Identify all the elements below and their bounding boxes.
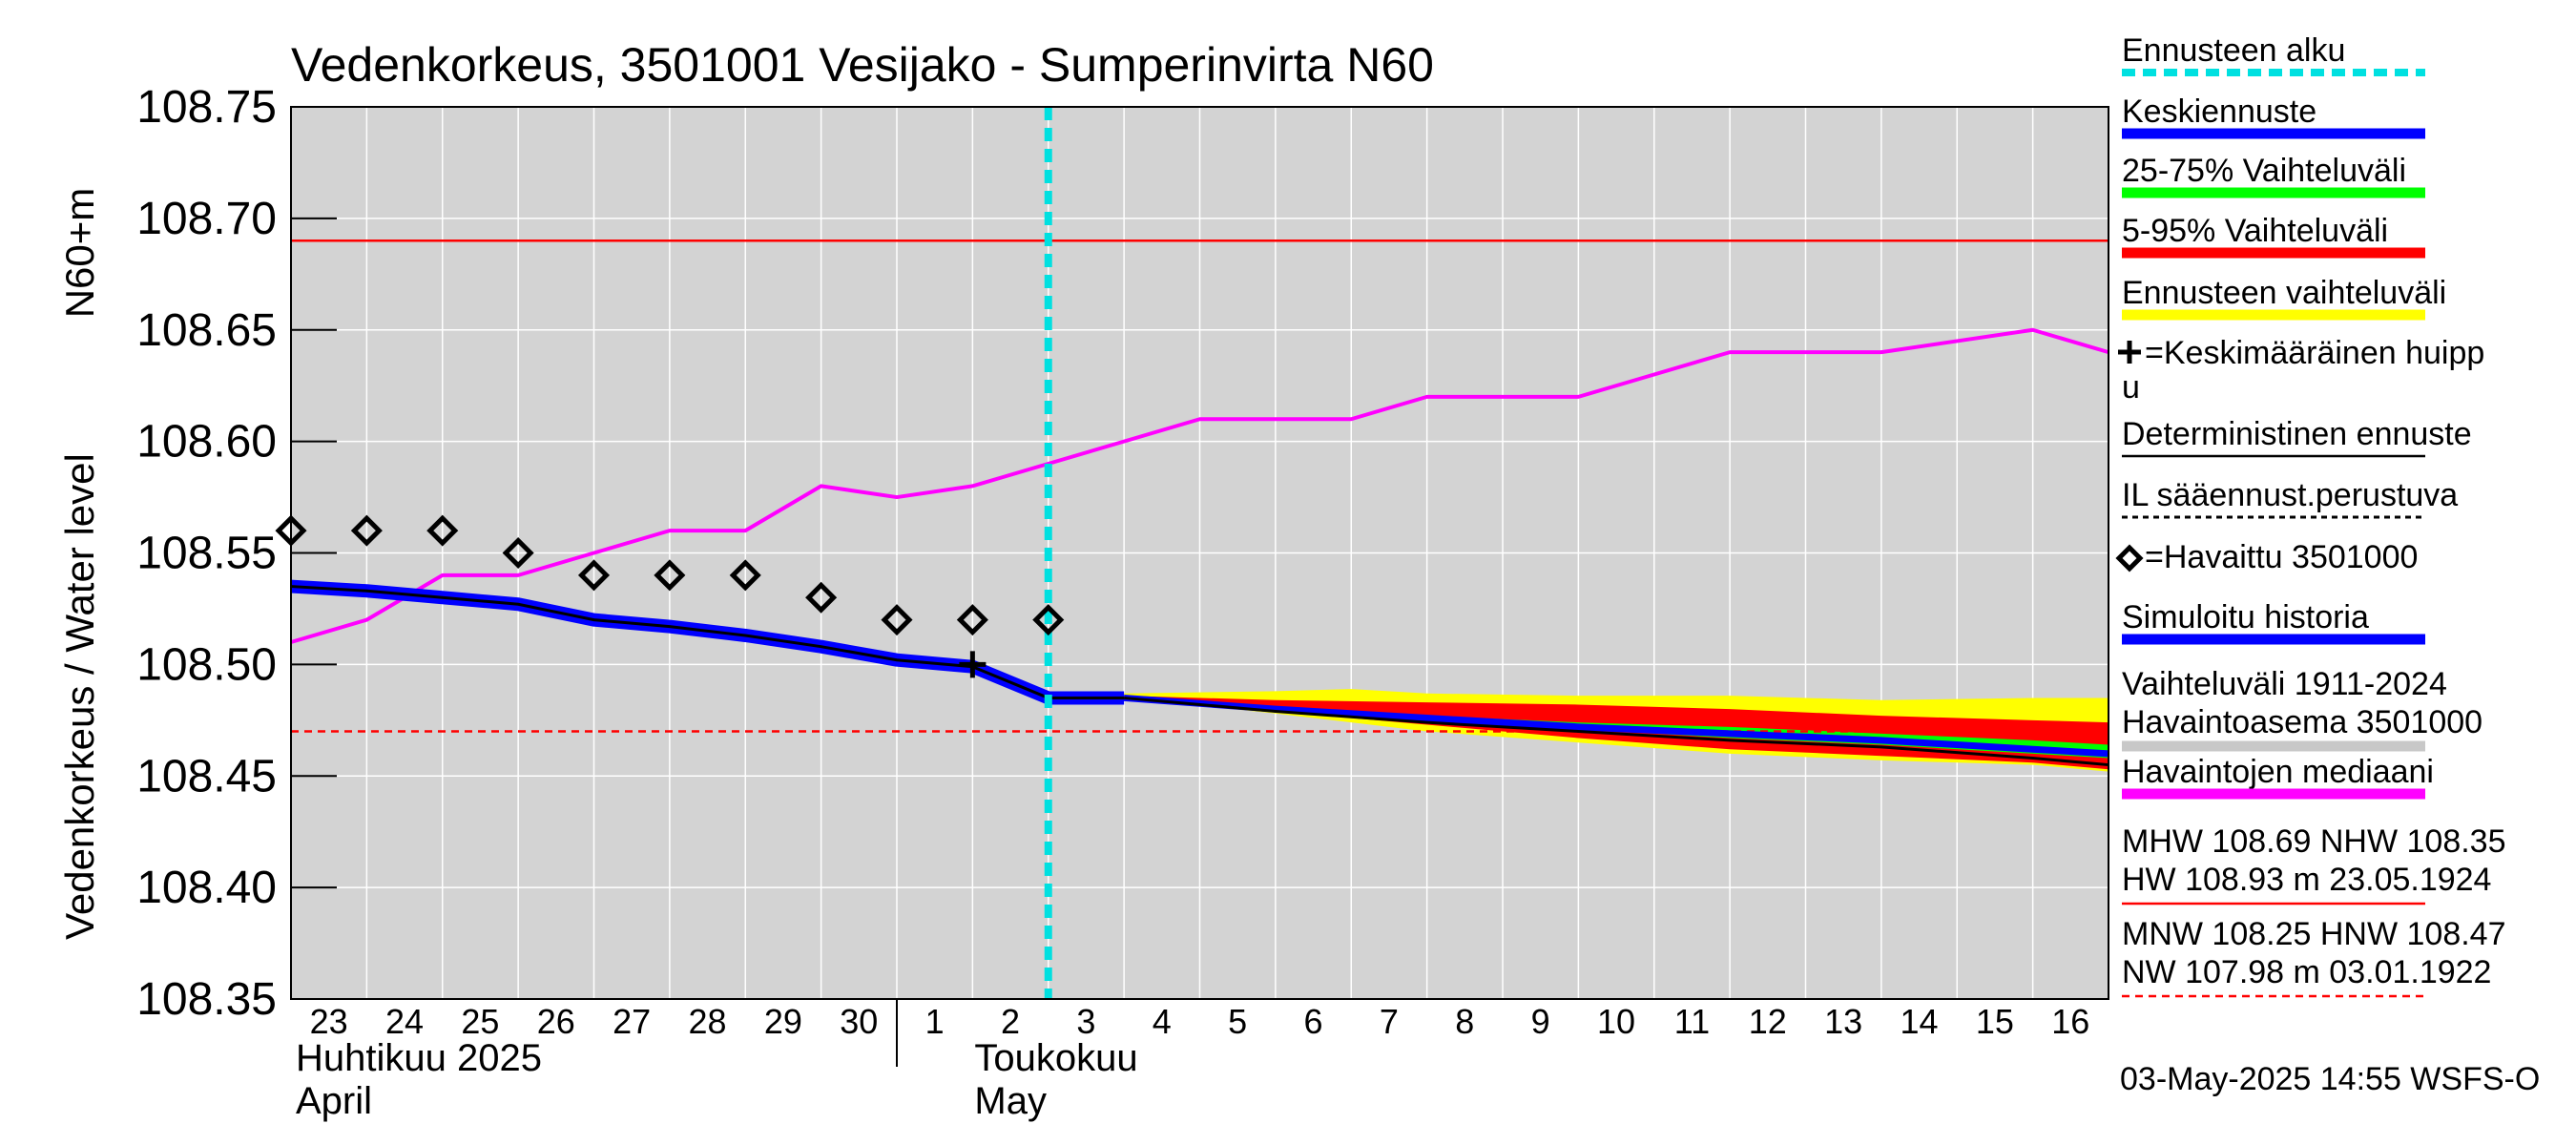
legend-label: Ennusteen alku xyxy=(2122,32,2345,69)
legend-label: 5-95% Vaihteluväli xyxy=(2122,213,2388,249)
month-label-fi: Huhtikuu 2025 xyxy=(296,1037,542,1079)
legend-label: Havaintojen mediaani xyxy=(2122,754,2434,790)
y-tick-label: 108.60 xyxy=(136,417,277,468)
y-tick-label: 108.40 xyxy=(136,863,277,913)
legend-label-cont: Havaintoasema 3501000 xyxy=(2122,704,2483,740)
legend-item: 25-75% Vaihteluväli xyxy=(2122,153,2425,198)
legend-item: Ennusteen alku xyxy=(2122,32,2425,76)
month-label-en: May xyxy=(974,1080,1047,1122)
legend-label-cont: NW 107.98 m 03.01.1922 xyxy=(2122,954,2491,990)
observed-point xyxy=(956,604,988,636)
month-label-en: April xyxy=(296,1080,372,1122)
observed-point xyxy=(1032,604,1065,636)
legend-label: Deterministinen ennuste xyxy=(2122,416,2472,452)
legend-item: IL sääennust.perustuva xyxy=(2122,477,2458,519)
x-tick-label: 6 xyxy=(1304,1002,1323,1041)
x-tick-label: 7 xyxy=(1380,1002,1399,1041)
legend-label: MNW 108.25 HNW 108.47 xyxy=(2122,916,2506,952)
x-tick-label: 4 xyxy=(1153,1002,1172,1041)
legend-item: Keskiennuste xyxy=(2122,94,2425,139)
observed-point xyxy=(350,514,383,547)
mean-peak-marker xyxy=(959,651,987,678)
footer-timestamp: 03-May-2025 14:55 WSFS-O xyxy=(2120,1061,2540,1097)
series-keskiennuste xyxy=(1123,694,2109,758)
legend-diamond-icon xyxy=(2115,544,2144,572)
series-havaintojen-mediaani xyxy=(290,327,2109,644)
x-tick-label: 28 xyxy=(689,1002,727,1041)
x-tick-label: 11 xyxy=(1674,1002,1710,1041)
legend-label: MHW 108.69 NHW 108.35 xyxy=(2122,823,2506,860)
observed-point xyxy=(881,604,913,636)
y-tick-label: 108.50 xyxy=(136,639,277,690)
observed-point xyxy=(654,559,686,592)
x-tick-label: 12 xyxy=(1749,1002,1787,1041)
observed-point xyxy=(426,514,459,547)
series-deterministinen-ennuste xyxy=(1123,696,2109,767)
legend-label-cont: HW 108.93 m 23.05.1924 xyxy=(2122,862,2491,898)
x-tick-label: 23 xyxy=(310,1002,348,1041)
plot-frame xyxy=(290,106,2109,1000)
x-tick-label: 27 xyxy=(613,1002,651,1041)
x-tick-label: 16 xyxy=(2051,1002,2089,1041)
x-tick-label: 15 xyxy=(1976,1002,2014,1041)
legend-item: =Havaittu 3501000 xyxy=(2115,539,2418,575)
x-tick-label: 10 xyxy=(1597,1002,1635,1041)
y-axis-unit-label: N60+m xyxy=(57,188,102,319)
legend-plus-icon xyxy=(2118,341,2141,364)
observed-point xyxy=(502,536,534,570)
x-tick-label: 26 xyxy=(537,1002,575,1041)
y-tick-label: 108.55 xyxy=(136,529,277,579)
legend-item: Vaihteluväli 1911-2024 Havaintoasema 350… xyxy=(2122,666,2483,752)
legend-item: Ennusteen vaihteluväli xyxy=(2122,275,2446,321)
series-history-core xyxy=(290,585,1125,699)
x-tick-label: 5 xyxy=(1228,1002,1247,1041)
observed-point xyxy=(577,559,611,592)
y-tick-label: 108.75 xyxy=(136,82,277,133)
legend-label: Ennusteen vaihteluväli xyxy=(2122,275,2446,311)
plot-area: 108.75 108.70 108.65 108.60 108.55 108.50 108.… xyxy=(136,82,2109,1122)
y-tick-label: 108.45 xyxy=(136,751,277,802)
legend-item: Havaintojen mediaani xyxy=(2122,754,2434,800)
x-tick-label: 25 xyxy=(461,1002,499,1041)
legend-item: Simuloitu historia xyxy=(2122,599,2425,645)
y-tick-label: 108.70 xyxy=(136,194,277,244)
y-tick-label: 108.35 xyxy=(136,974,277,1025)
legend-label: Vaihteluväli 1911-2024 xyxy=(2122,666,2447,702)
legend-label: =Havaittu 3501000 xyxy=(2145,539,2418,575)
y-tick-label: 108.65 xyxy=(136,305,277,356)
month-label-fi: Toukokuu xyxy=(974,1037,1137,1079)
y-axis-label: Vedenkorkeus / Water level xyxy=(57,453,102,940)
x-tick-label: 30 xyxy=(840,1002,878,1041)
legend-label: Simuloitu historia xyxy=(2122,599,2369,635)
legend-label: IL sääennust.perustuva xyxy=(2122,477,2458,513)
legend-label-cont: u xyxy=(2122,369,2140,406)
x-tick-label: 1 xyxy=(925,1002,945,1041)
legend-item: Deterministinen ennuste xyxy=(2122,416,2472,458)
legend: Ennusteen alku Keskiennuste 25-75% Vaihtel… xyxy=(2115,32,2506,998)
x-tick-label: 3 xyxy=(1076,1002,1095,1041)
chart-title: Vedenkorkeus, 3501001 Vesijako - Sumperi… xyxy=(291,38,1434,92)
legend-label: Keskiennuste xyxy=(2122,94,2316,130)
observed-point xyxy=(805,581,838,614)
x-tick-label: 2 xyxy=(1001,1002,1020,1041)
x-tick-label: 29 xyxy=(764,1002,802,1041)
legend-label: =Keskimääräinen huipp xyxy=(2145,335,2484,371)
legend-item: 5-95% Vaihteluväli xyxy=(2122,213,2425,259)
x-tick-label: 9 xyxy=(1531,1002,1550,1041)
x-tick-label: 13 xyxy=(1824,1002,1862,1041)
observed-point xyxy=(729,559,761,592)
x-tick-label: 14 xyxy=(1901,1002,1939,1041)
legend-label: 25-75% Vaihteluväli xyxy=(2122,153,2406,189)
x-tick-label: 8 xyxy=(1455,1002,1474,1041)
x-tick-label: 24 xyxy=(385,1002,424,1041)
